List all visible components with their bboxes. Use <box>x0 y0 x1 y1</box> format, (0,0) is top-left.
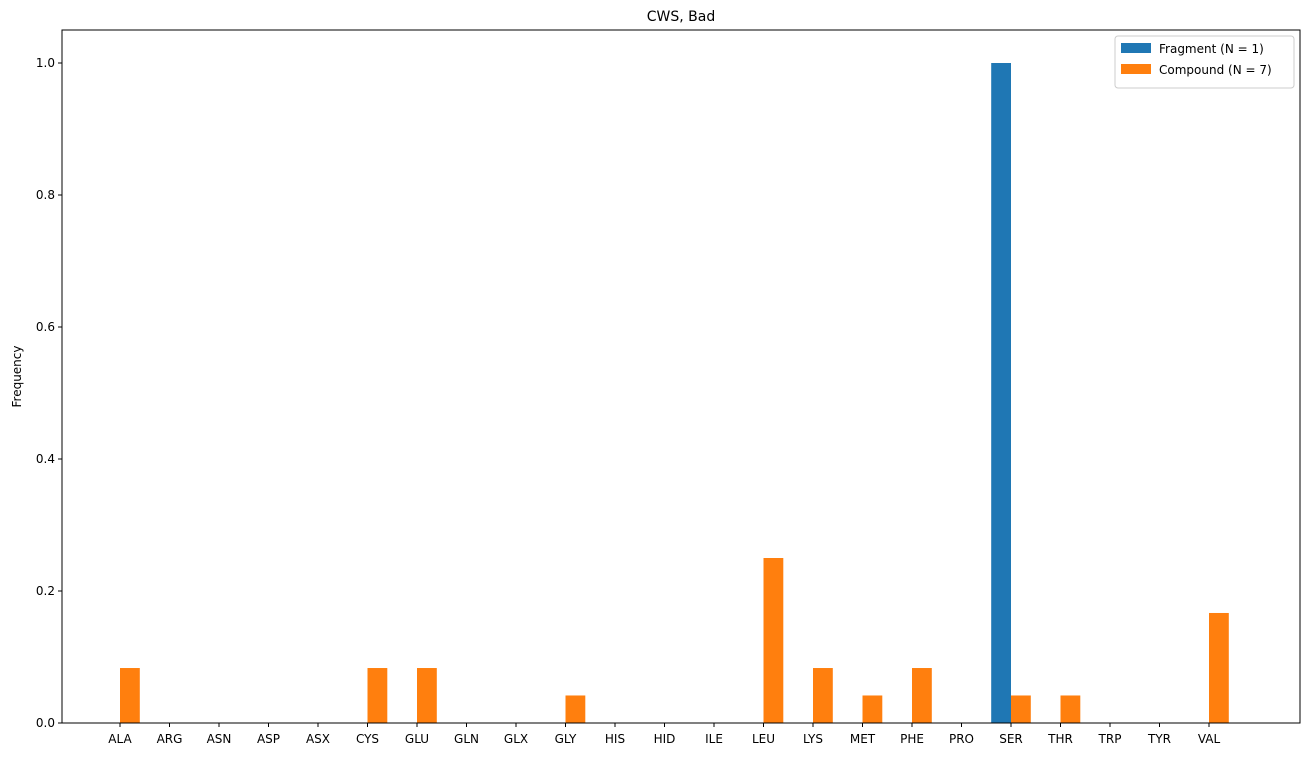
x-tick-label: LEU <box>752 732 775 746</box>
x-axis-ticks: ALA ARG ASN ASP ASX CYS GLU GLN GLX GLY HIS HID ILE L… <box>108 723 1220 746</box>
x-tick-label: PRO <box>949 732 974 746</box>
bar-compound-gly <box>565 695 586 723</box>
x-tick-label: CYS <box>356 732 379 746</box>
x-tick-label: SER <box>999 732 1023 746</box>
legend-swatch <box>1121 64 1151 74</box>
bar-compound-glu <box>417 668 437 723</box>
bar-compound-lys <box>813 668 833 723</box>
bar-compound-ser <box>1011 695 1031 723</box>
x-tick-label: ILE <box>705 732 723 746</box>
bar-compound-cys <box>367 668 388 723</box>
y-tick-label: 0.6 <box>36 320 55 334</box>
legend: Fragment (N = 1) Compound (N = 7) <box>1114 35 1295 89</box>
x-tick-label: HIS <box>605 732 625 746</box>
x-tick-label: MET <box>850 732 876 746</box>
bar-compound-met <box>862 695 883 723</box>
bar-compound-leu <box>763 558 784 723</box>
x-tick-label: ALA <box>108 732 132 746</box>
legend-label: Compound (N = 7) <box>1159 63 1272 77</box>
x-tick-label: ARG <box>157 732 183 746</box>
legend-label: Fragment (N = 1) <box>1159 42 1264 56</box>
x-tick-label: GLU <box>405 732 429 746</box>
legend-box <box>1114 35 1295 89</box>
x-tick-label: GLX <box>504 732 528 746</box>
y-tick-label: 0.4 <box>36 452 55 466</box>
legend-swatch <box>1121 43 1151 53</box>
y-axis-ticks: 0.0 0.2 0.4 0.6 0.8 1.0 <box>36 56 62 730</box>
x-tick-label: THR <box>1047 732 1073 746</box>
bar-compound-thr <box>1060 695 1081 723</box>
x-tick-label: GLY <box>555 732 577 746</box>
x-tick-label: ASP <box>257 732 280 746</box>
y-axis-label: Frequency <box>10 346 24 408</box>
y-tick-label: 1.0 <box>36 56 55 70</box>
bars-group <box>120 63 1229 723</box>
bar-compound-phe <box>912 668 932 723</box>
y-tick-label: 0.8 <box>36 188 55 202</box>
y-tick-label: 0.2 <box>36 584 55 598</box>
x-tick-label: HID <box>654 732 676 746</box>
x-tick-label: VAL <box>1198 732 1221 746</box>
chart-title: CWS, Bad <box>647 9 715 25</box>
x-tick-label: LYS <box>803 732 823 746</box>
x-tick-label: TYR <box>1147 732 1171 746</box>
bar-compound-val <box>1209 612 1229 723</box>
x-tick-label: TRP <box>1098 732 1122 746</box>
bar-compound-ala <box>120 668 140 723</box>
x-tick-label: PHE <box>900 732 924 746</box>
x-tick-label: ASN <box>207 732 232 746</box>
bar-fragment-ser <box>991 63 1011 723</box>
y-tick-label: 0.0 <box>36 716 55 730</box>
x-tick-label: ASX <box>306 732 330 746</box>
plot-frame <box>61 29 1301 724</box>
x-tick-label: GLN <box>454 732 479 746</box>
